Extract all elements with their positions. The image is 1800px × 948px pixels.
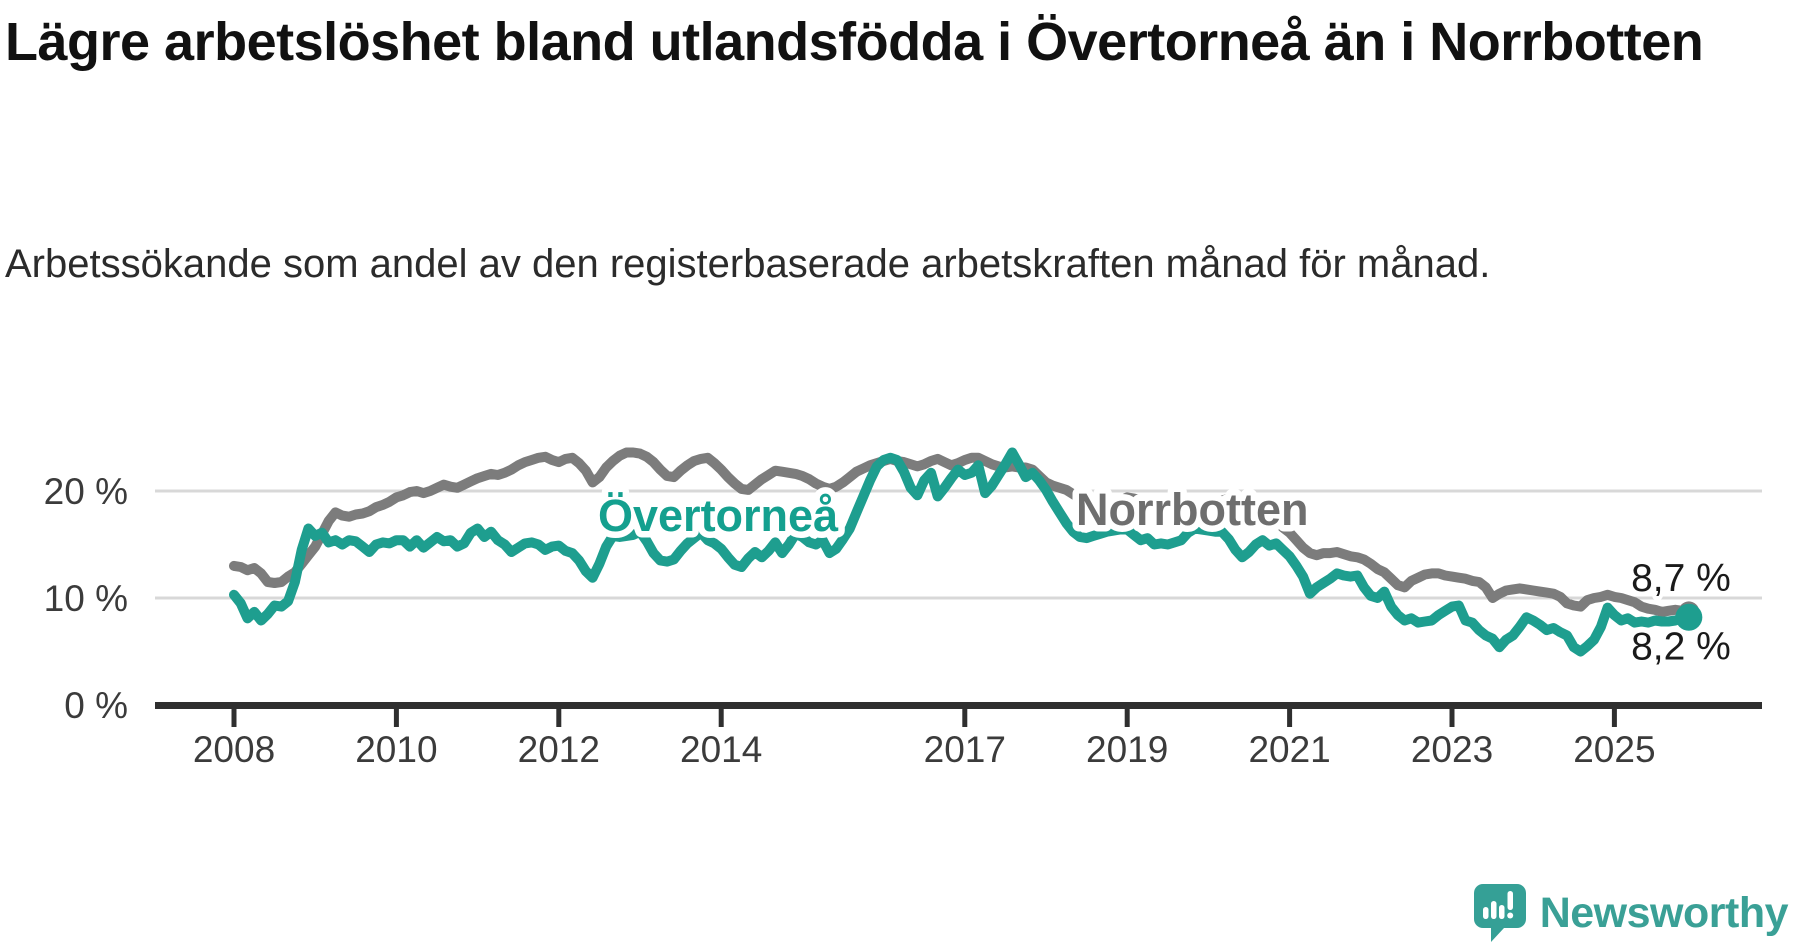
newsworthy-logo-icon: [1473, 884, 1526, 942]
y-tick-label: 0 %: [64, 685, 128, 726]
x-tick-label: 2019: [1086, 729, 1168, 770]
series-line-övertorneå: [229, 447, 1694, 657]
x-tick-label: 2014: [680, 729, 762, 770]
x-tick-label: 2008: [193, 729, 275, 770]
series-label-norrbotten: Norrbotten: [1076, 484, 1308, 535]
x-tick-label: 2012: [518, 729, 600, 770]
end-value-label-norrbotten: 8,7 %: [1631, 557, 1731, 600]
chart-subtitle: Arbetssökande som andel av den registerb…: [5, 242, 1491, 286]
y-tick-label: 10 %: [44, 578, 128, 619]
y-tick-label: 20 %: [44, 471, 128, 512]
chart-title: Lägre arbetslöshet bland utlandsfödda i …: [5, 12, 1704, 72]
x-tick-label: 2010: [355, 729, 437, 770]
series-line-norrbotten: [229, 447, 1694, 617]
x-tick-label: 2023: [1411, 729, 1493, 770]
newsworthy-logo-text: Newsworthy: [1539, 888, 1789, 937]
end-value-label-övertorneå: 8,2 %: [1631, 625, 1731, 668]
x-tick-label: 2025: [1573, 729, 1655, 770]
series-label-övertorneå: Övertorneå: [598, 490, 839, 541]
x-tick-label: 2017: [924, 729, 1006, 770]
newsworthy-logo: Newsworthy: [1473, 884, 1789, 942]
x-tick-label: 2021: [1248, 729, 1330, 770]
series-end-dot-övertorneå: [1675, 603, 1703, 631]
